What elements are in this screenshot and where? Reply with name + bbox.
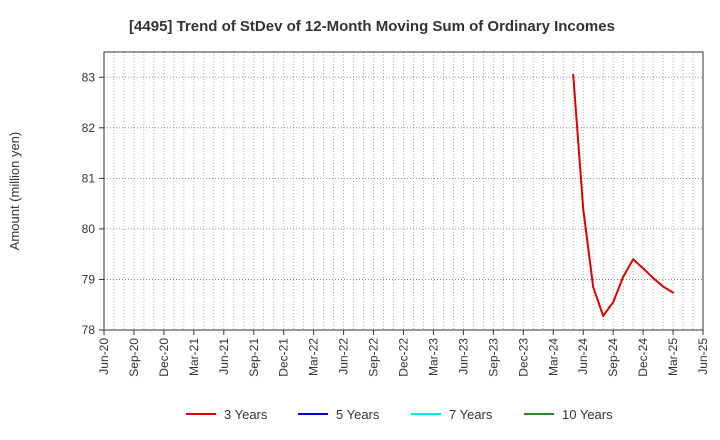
- data-point: [632, 258, 635, 261]
- data-point: [622, 275, 625, 278]
- x-tick-label: Dec-24: [636, 338, 650, 377]
- grid: [104, 52, 703, 331]
- y-tick-label: 81: [82, 171, 96, 185]
- x-tick-label: Jun-20: [97, 338, 111, 375]
- x-tick-label: Jun-25: [696, 338, 710, 375]
- chart-title: [4495] Trend of StDev of 12-Month Moving…: [129, 18, 615, 35]
- y-tick-label: 83: [82, 70, 96, 84]
- legend-label-5-years: 5 Years: [336, 407, 380, 422]
- x-tick-label: Sep-21: [247, 338, 261, 377]
- legend-label-7-years: 7 Years: [449, 407, 493, 422]
- data-point: [672, 291, 675, 294]
- x-tick-label: Sep-24: [606, 338, 620, 377]
- data-point: [592, 286, 595, 289]
- x-tick-label: Sep-23: [486, 338, 500, 377]
- x-tick-label: Jun-24: [576, 338, 590, 375]
- x-ticks: Jun-20 Sep-20 Dec-20 Mar-21 Jun-21 Sep-21 Dec-…: [97, 330, 710, 377]
- x-tick-label: Dec-20: [157, 338, 171, 377]
- y-tick-label: 80: [82, 222, 96, 236]
- x-tick-label: Dec-21: [277, 338, 291, 377]
- data-point: [612, 301, 615, 304]
- data-point: [602, 314, 605, 317]
- x-tick-label: Sep-22: [367, 338, 381, 377]
- data-point: [642, 267, 645, 270]
- series-layer: [572, 73, 675, 317]
- y-ticks: 78 79 80 81 82 83: [82, 70, 104, 337]
- x-tick-label: Dec-22: [397, 338, 411, 377]
- x-tick-label: Dec-23: [516, 338, 530, 377]
- x-tick-label: Jun-21: [217, 338, 231, 375]
- y-tick-label: 79: [82, 272, 96, 286]
- x-tick-label: Mar-22: [307, 338, 321, 376]
- x-tick-label: Jun-22: [337, 338, 351, 375]
- data-point: [662, 285, 665, 288]
- x-tick-label: Jun-23: [456, 338, 470, 375]
- y-axis-label: Amount (million yen): [7, 132, 22, 251]
- x-tick-label: Mar-25: [666, 338, 680, 376]
- data-point: [582, 207, 585, 210]
- data-point: [572, 73, 575, 76]
- legend: 3 Years 5 Years 7 Years 10 Years: [186, 407, 613, 422]
- x-tick-label: Sep-20: [127, 338, 141, 377]
- x-tick-label: Mar-24: [546, 338, 560, 376]
- legend-label-3-years: 3 Years: [224, 407, 268, 422]
- legend-label-10-years: 10 Years: [562, 407, 613, 422]
- data-point: [652, 276, 655, 279]
- y-tick-label: 82: [82, 121, 96, 135]
- x-tick-label: Mar-21: [187, 338, 201, 376]
- y-tick-label: 78: [82, 323, 96, 337]
- x-tick-label: Mar-23: [426, 338, 440, 376]
